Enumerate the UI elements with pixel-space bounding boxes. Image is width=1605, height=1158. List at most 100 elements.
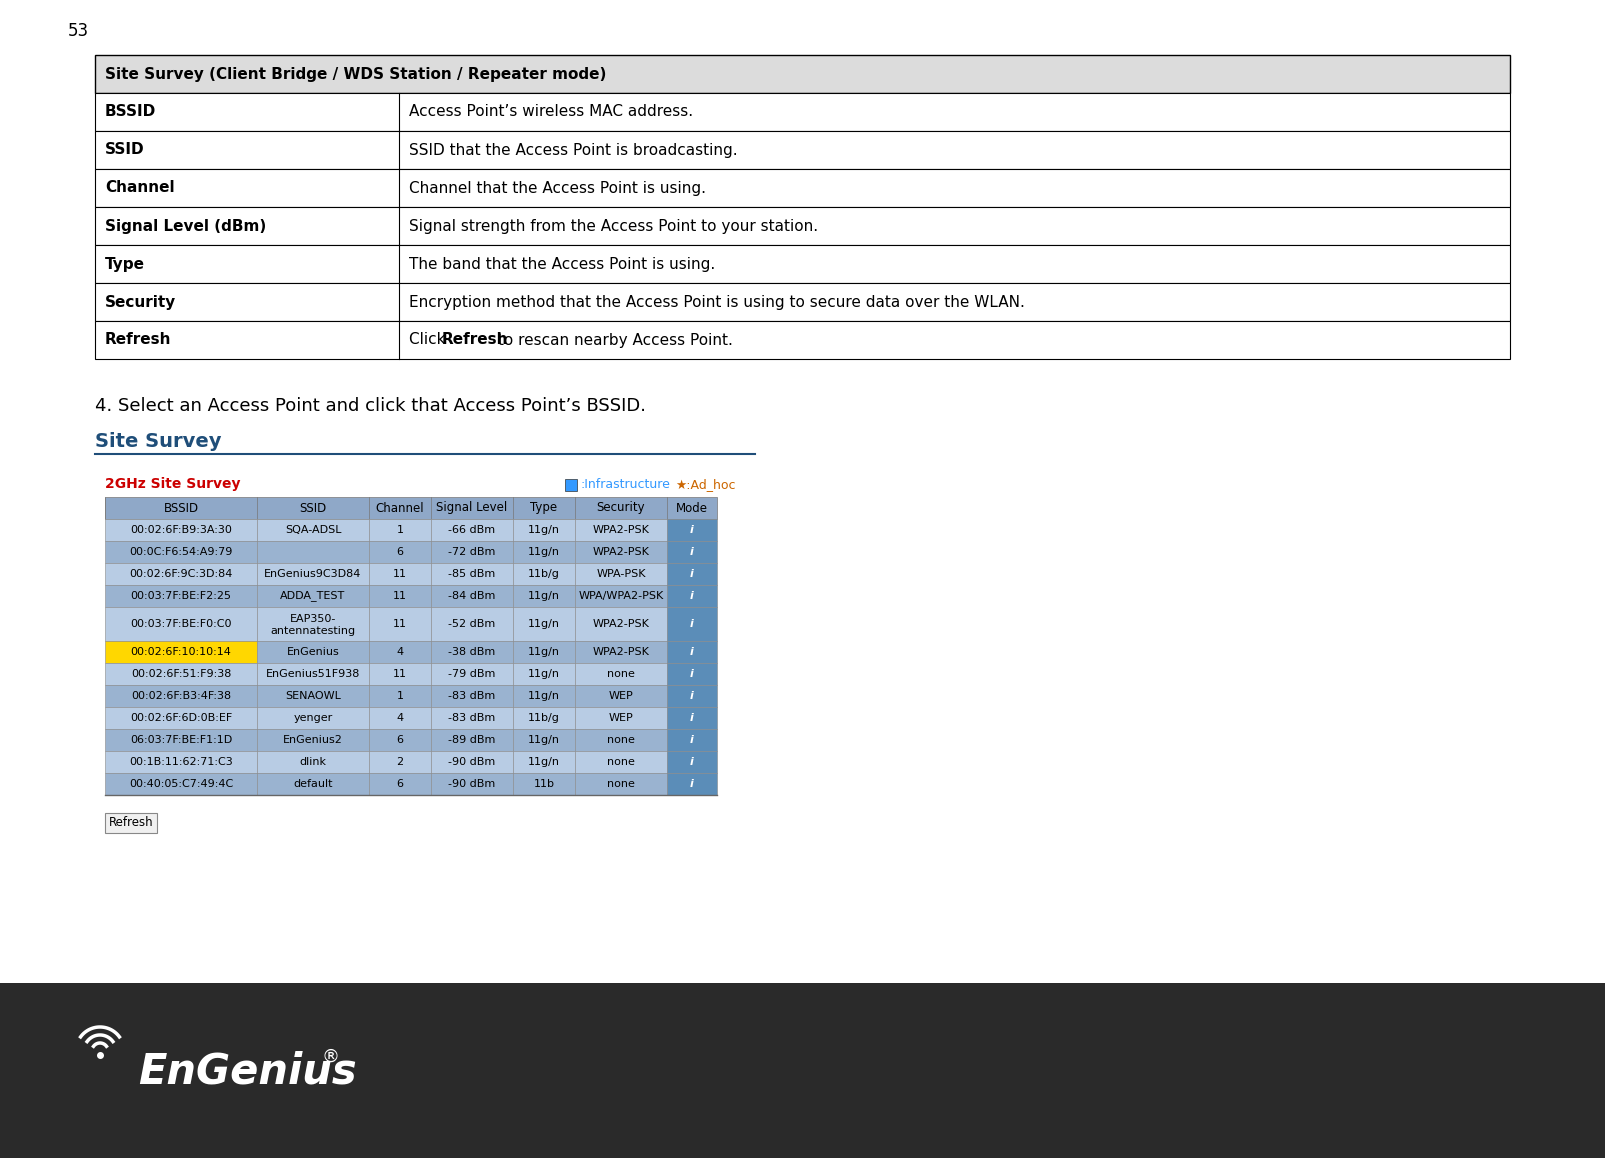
Bar — [432, 686, 514, 708]
Text: i: i — [690, 691, 693, 701]
Text: i: i — [690, 779, 693, 789]
Bar — [575, 686, 668, 708]
Bar — [95, 93, 1510, 131]
Text: Click: Click — [409, 332, 451, 347]
Text: 11g/n: 11g/n — [528, 757, 560, 767]
Bar — [668, 585, 717, 607]
Bar — [369, 774, 432, 796]
Text: Encryption method that the Access Point is using to secure data over the WLAN.: Encryption method that the Access Point … — [409, 294, 1026, 309]
Bar — [575, 541, 668, 563]
Text: dlink: dlink — [300, 757, 326, 767]
Text: EAP350-: EAP350- — [291, 614, 335, 624]
Bar — [104, 730, 257, 752]
Text: Site Survey: Site Survey — [95, 432, 221, 450]
Text: i: i — [690, 713, 693, 723]
Text: 00:40:05:C7:49:4C: 00:40:05:C7:49:4C — [128, 779, 233, 789]
Text: i: i — [690, 757, 693, 767]
Bar — [514, 642, 575, 664]
Bar — [257, 607, 369, 642]
Text: i: i — [690, 647, 693, 657]
Bar — [369, 730, 432, 752]
Text: WPA/WPA2-PSK: WPA/WPA2-PSK — [578, 591, 663, 601]
Bar — [575, 585, 668, 607]
Bar — [432, 708, 514, 730]
Text: WPA2-PSK: WPA2-PSK — [592, 620, 650, 629]
Text: -38 dBm: -38 dBm — [448, 647, 496, 657]
Text: EnGenius: EnGenius — [287, 647, 339, 657]
Text: EnGenius2: EnGenius2 — [282, 735, 343, 745]
Text: i: i — [690, 620, 693, 629]
Text: Security: Security — [104, 294, 177, 309]
Text: Type: Type — [530, 501, 557, 514]
Text: 11g/n: 11g/n — [528, 620, 560, 629]
Bar — [514, 541, 575, 563]
Text: EnGenius: EnGenius — [138, 1050, 356, 1092]
Text: -66 dBm: -66 dBm — [448, 525, 496, 535]
Bar — [432, 752, 514, 774]
Text: 11b/g: 11b/g — [528, 713, 560, 723]
Text: 11: 11 — [393, 591, 408, 601]
Text: BSSID: BSSID — [104, 104, 156, 119]
Bar — [514, 563, 575, 585]
Text: EnGenius51F938: EnGenius51F938 — [266, 669, 360, 679]
Bar — [0, 983, 1605, 1158]
Bar — [369, 686, 432, 708]
Text: 11g/n: 11g/n — [528, 691, 560, 701]
Bar — [432, 664, 514, 686]
Text: -83 dBm: -83 dBm — [448, 691, 496, 701]
Bar — [257, 642, 369, 664]
Text: Refresh: Refresh — [104, 332, 172, 347]
Text: -84 dBm: -84 dBm — [448, 591, 496, 601]
Text: 00:1B:11:62:71:C3: 00:1B:11:62:71:C3 — [128, 757, 233, 767]
Bar — [104, 664, 257, 686]
Bar — [257, 686, 369, 708]
Text: SQA-ADSL: SQA-ADSL — [284, 525, 342, 535]
Text: antennatesting: antennatesting — [270, 626, 356, 636]
Bar — [369, 519, 432, 541]
Text: 6: 6 — [396, 547, 403, 557]
Text: SSID: SSID — [104, 142, 144, 157]
Bar — [575, 752, 668, 774]
Bar — [432, 642, 514, 664]
Bar — [104, 497, 717, 519]
Text: WEP: WEP — [608, 691, 634, 701]
Text: yenger: yenger — [294, 713, 332, 723]
Text: -83 dBm: -83 dBm — [448, 713, 496, 723]
Bar — [369, 607, 432, 642]
Text: BSSID: BSSID — [164, 501, 199, 514]
Text: 11b/g: 11b/g — [528, 569, 560, 579]
Bar — [432, 730, 514, 752]
Text: -79 dBm: -79 dBm — [448, 669, 496, 679]
Bar — [104, 585, 257, 607]
Text: none: none — [607, 669, 636, 679]
Bar — [369, 585, 432, 607]
Bar — [575, 664, 668, 686]
Bar — [668, 541, 717, 563]
Text: Signal strength from the Access Point to your station.: Signal strength from the Access Point to… — [409, 219, 819, 234]
Bar — [257, 563, 369, 585]
Text: 06:03:7F:BE:F1:1D: 06:03:7F:BE:F1:1D — [130, 735, 233, 745]
Text: Access Point’s wireless MAC address.: Access Point’s wireless MAC address. — [409, 104, 693, 119]
Bar — [95, 283, 1510, 321]
Bar — [432, 607, 514, 642]
Bar — [514, 730, 575, 752]
Text: 53: 53 — [67, 22, 90, 41]
Text: Channel: Channel — [376, 501, 424, 514]
Bar — [668, 708, 717, 730]
Text: The band that the Access Point is using.: The band that the Access Point is using. — [409, 257, 716, 271]
Bar — [514, 664, 575, 686]
Bar — [257, 774, 369, 796]
Text: :Infrastructure: :Infrastructure — [579, 478, 669, 491]
Text: Mode: Mode — [676, 501, 708, 514]
Text: i: i — [690, 669, 693, 679]
Bar — [432, 563, 514, 585]
Text: -72 dBm: -72 dBm — [448, 547, 496, 557]
Text: none: none — [607, 735, 636, 745]
Bar — [575, 519, 668, 541]
Text: Signal Level (dBm): Signal Level (dBm) — [104, 219, 266, 234]
Text: -52 dBm: -52 dBm — [448, 620, 496, 629]
Text: to rescan nearby Access Point.: to rescan nearby Access Point. — [493, 332, 733, 347]
Text: 11b: 11b — [533, 779, 554, 789]
Text: 11: 11 — [393, 569, 408, 579]
Bar — [432, 541, 514, 563]
